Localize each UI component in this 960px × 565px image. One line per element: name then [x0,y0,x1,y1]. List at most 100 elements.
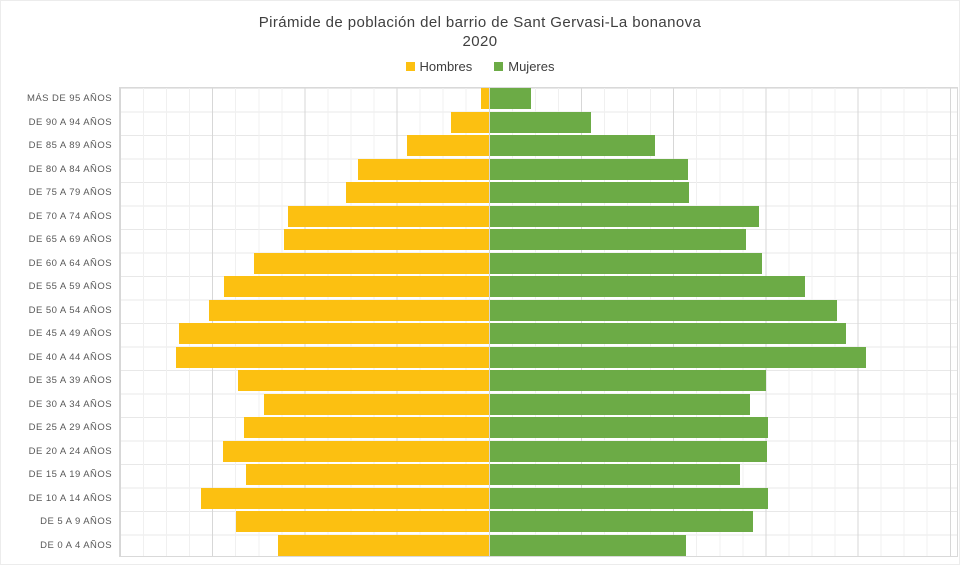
legend-label-mujeres: Mujeres [508,59,555,74]
age-group-label: DE 15 A 19 AÑOS [28,469,112,480]
men-bar[interactable] [238,370,489,391]
age-group-label: DE 75 A 79 AÑOS [28,187,112,198]
pyramid-row: DE 50 A 54 AÑOS [1,299,959,323]
men-bar[interactable] [451,111,489,133]
age-group-label: DE 20 A 24 AÑOS [28,445,112,457]
women-bar[interactable] [490,440,768,462]
women-bar[interactable] [490,323,846,344]
men-bar[interactable] [253,252,489,274]
row-bars [119,158,958,182]
age-group-label: DE 85 A 89 AÑOS [28,140,112,151]
pyramid-row: DE 35 A 39 AÑOS [1,369,959,393]
legend-item-mujeres: Mujeres [494,59,555,74]
pyramid-row: DE 60 A 64 AÑOS [1,252,959,276]
age-group-label: DE 90 A 94 AÑOS [28,116,112,128]
age-group-label: DE 30 A 34 AÑOS [28,398,112,410]
women-bar[interactable] [490,88,531,109]
women-bar[interactable] [490,370,767,391]
women-bar[interactable] [490,487,768,509]
age-group-label: DE 70 A 74 AÑOS [28,210,112,222]
women-bar[interactable] [490,135,655,156]
age-group-label: DE 60 A 64 AÑOS [28,257,112,269]
age-group-label: DE 45 A 49 AÑOS [28,328,112,339]
row-bars [119,534,958,558]
age-group-label: DE 80 A 84 AÑOS [28,163,112,175]
men-bar[interactable] [481,88,489,109]
men-bar[interactable] [358,158,489,180]
men-bar[interactable] [246,464,489,485]
row-bars [119,275,958,299]
row-bars [119,228,958,252]
men-bar[interactable] [223,440,489,462]
hombres-swatch-icon [405,62,415,71]
women-bar[interactable] [490,511,753,532]
chart-title: Pirámide de población del barrio de Sant… [258,14,702,31]
age-group-label: DE 25 A 29 AÑOS [28,422,112,433]
women-bar[interactable] [490,534,686,556]
age-group-label: DE 35 A 39 AÑOS [28,375,112,386]
age-group-label: DE 10 A 14 AÑOS [28,492,112,504]
pyramid-row: DE 80 A 84 AÑOS [1,158,959,182]
women-bar[interactable] [490,252,762,274]
row-bars [119,346,958,370]
women-bar[interactable] [490,205,759,227]
men-bar[interactable] [176,346,489,368]
pyramid-row: DE 0 A 4 AÑOS [1,534,959,558]
age-group-label: DE 40 A 44 AÑOS [28,351,112,363]
pyramid-row: MÁS DE 95 AÑOS [1,87,959,111]
plot-area: MÁS DE 95 AÑOS DE 90 A 94 AÑOS DE 85 A 89 … [1,87,959,557]
pyramid-row: DE 10 A 14 AÑOS [1,487,959,511]
men-bar[interactable] [244,417,489,438]
pyramid-row: DE 70 A 74 AÑOS [1,205,959,229]
men-bar[interactable] [283,229,489,250]
age-group-label: DE 65 A 69 AÑOS [28,234,112,245]
women-bar[interactable] [490,464,740,485]
row-bars [119,463,958,487]
women-bar[interactable] [490,158,688,180]
women-bar[interactable] [490,346,866,368]
women-bar[interactable] [490,229,746,250]
men-bar[interactable] [406,135,489,156]
men-bar[interactable] [277,534,489,556]
men-bar[interactable] [209,299,489,321]
pyramid-row: DE 75 A 79 AÑOS [1,181,959,205]
row-bars [119,510,958,534]
men-bar[interactable] [235,511,489,532]
age-group-label: DE 50 A 54 AÑOS [28,304,112,316]
men-bar[interactable] [346,182,489,203]
men-bar[interactable] [264,393,489,415]
pyramid-row: DE 85 A 89 AÑOS [1,134,959,158]
row-bars [119,440,958,464]
men-bar[interactable] [288,205,489,227]
row-bars [119,299,958,323]
age-group-label: DE 0 A 4 AÑOS [40,539,112,551]
row-bars [119,111,958,135]
women-bar[interactable] [490,276,805,297]
men-bar[interactable] [200,487,489,509]
women-bar[interactable] [490,111,591,133]
row-bars [119,205,958,229]
age-group-label: DE 5 A 9 AÑOS [40,516,112,527]
women-bar[interactable] [490,417,768,438]
pyramid-row: DE 40 A 44 AÑOS [1,346,959,370]
women-bar[interactable] [490,182,690,203]
legend: Hombres Mujeres [1,59,959,74]
pyramid-row: DE 90 A 94 AÑOS [1,111,959,135]
pyramid-row: DE 5 A 9 AÑOS [1,510,959,534]
women-bar[interactable] [490,299,838,321]
pyramid-row: DE 55 A 59 AÑOS [1,275,959,299]
men-bar[interactable] [223,276,489,297]
pyramid-row: DE 20 A 24 AÑOS [1,440,959,464]
row-bars [119,322,958,346]
women-bar[interactable] [490,393,750,415]
chart-header: Pirámide de población del barrio de Sant… [1,1,959,74]
legend-label-hombres: Hombres [419,59,473,74]
mujeres-swatch-icon [494,62,504,71]
legend-item-hombres: Hombres [405,59,473,74]
row-bars [119,487,958,511]
pyramid-row: DE 15 A 19 AÑOS [1,463,959,487]
men-bar[interactable] [179,323,489,344]
pyramid-rows: MÁS DE 95 AÑOS DE 90 A 94 AÑOS DE 85 A 89 … [1,87,959,557]
row-bars [119,393,958,417]
